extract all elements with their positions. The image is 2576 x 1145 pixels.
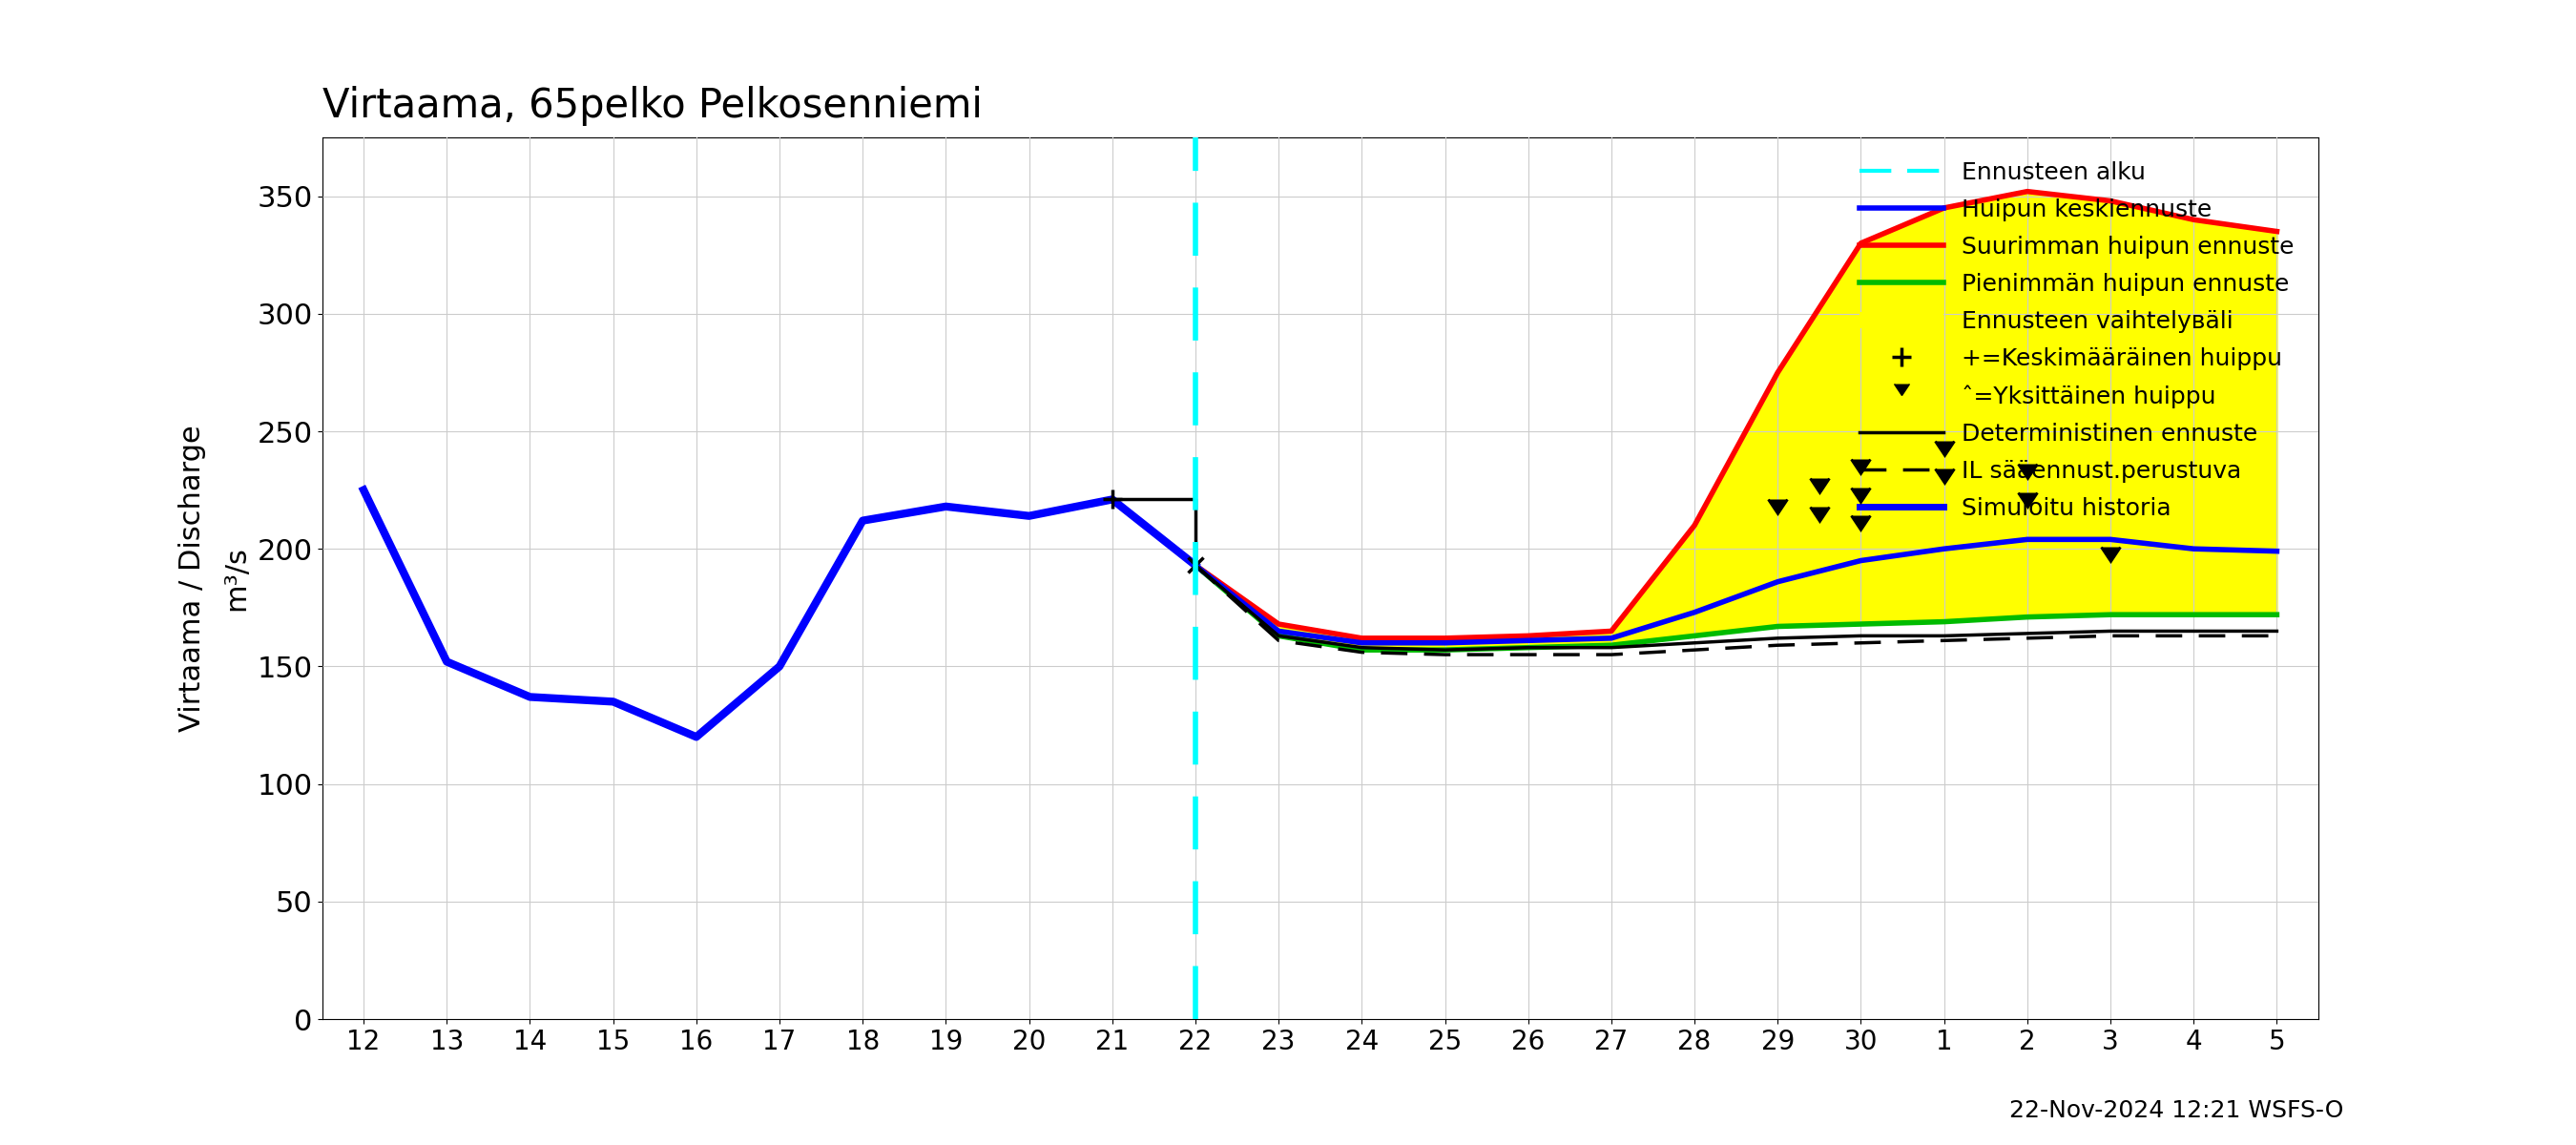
Text: Virtaama, 65pelko Pelkosenniemi: Virtaama, 65pelko Pelkosenniemi	[322, 86, 981, 126]
Legend: Ennusteen alku, Huipun keskiennuste, Suurimman huipun ennuste, Pienimmän huipun : Ennusteen alku, Huipun keskiennuste, Suu…	[1847, 149, 2306, 531]
Y-axis label: m³/s: m³/s	[224, 546, 250, 610]
Text: Virtaama / Discharge: Virtaama / Discharge	[178, 425, 206, 732]
Text: 22-Nov-2024 12:21 WSFS-O: 22-Nov-2024 12:21 WSFS-O	[2009, 1099, 2344, 1122]
